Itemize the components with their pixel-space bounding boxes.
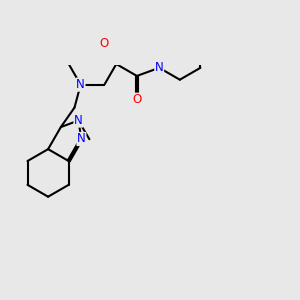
- Text: N: N: [76, 78, 85, 91]
- Text: N: N: [74, 114, 83, 127]
- Text: O: O: [100, 37, 109, 50]
- Text: N: N: [155, 61, 164, 74]
- Text: O: O: [132, 93, 142, 106]
- Text: N: N: [77, 133, 86, 146]
